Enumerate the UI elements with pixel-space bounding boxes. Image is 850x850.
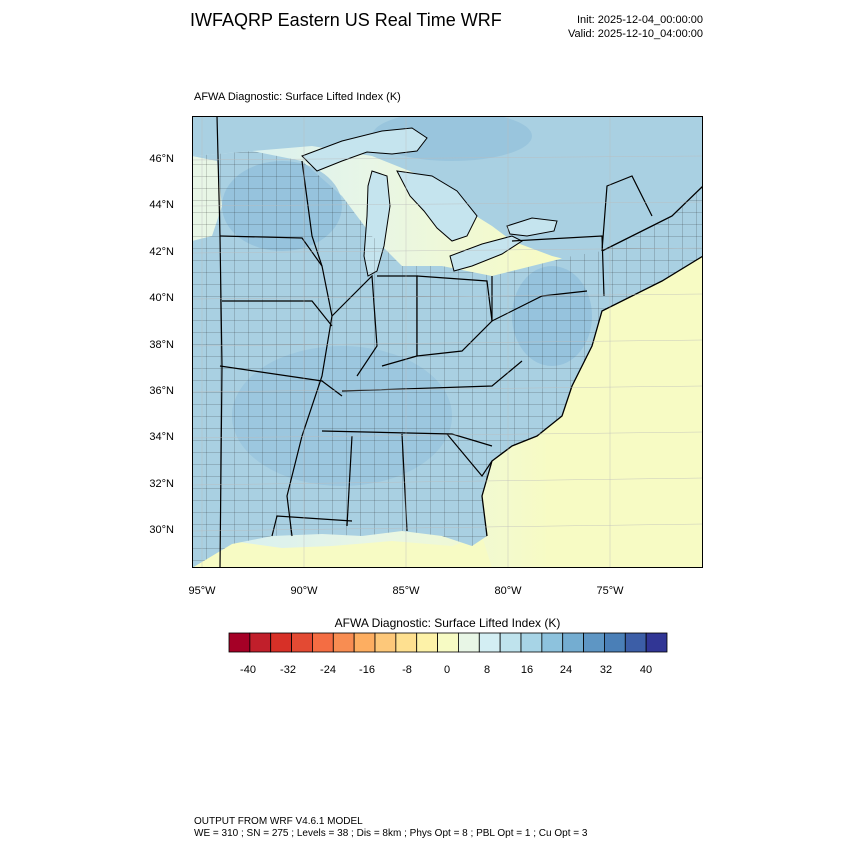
lon-label: 80°W [494, 585, 522, 597]
colorbar-swatch [520, 632, 543, 653]
colorbar-swatch [478, 632, 501, 653]
colorbar-swatch [499, 632, 522, 653]
colorbar-swatch [437, 632, 459, 653]
colorbar-swatch [332, 632, 355, 653]
colorbar-tick-label: 40 [639, 664, 653, 676]
colorbar-tick-label: 8 [483, 664, 491, 676]
colorbar-swatch [270, 632, 292, 653]
lon-label: 90°W [290, 585, 318, 597]
lake-huron [396, 170, 478, 242]
footer-model-info: OUTPUT FROM WRF V4.6.1 MODEL [194, 816, 363, 827]
lon-label: 85°W [392, 585, 420, 597]
main-title: IWFAQRP Eastern US Real Time WRF [190, 10, 502, 30]
colorbar-swatch [645, 632, 668, 653]
colorbar-swatch [583, 632, 605, 653]
lat-label: 32°N [149, 478, 174, 490]
colorbar-swatch [291, 632, 313, 653]
lake-superior [301, 127, 428, 172]
colorbar-swatch [624, 632, 647, 653]
colorbar-swatch [312, 632, 334, 653]
colorbar-swatch [395, 632, 418, 653]
colorbar-swatch [604, 632, 626, 653]
county-boundaries [192, 151, 703, 568]
lifted-index-map [192, 116, 703, 568]
colorbar-swatch [416, 632, 438, 653]
lon-label: 75°W [596, 585, 624, 597]
colorbar [228, 632, 668, 653]
lat-label: 38°N [149, 339, 174, 351]
colorbar-swatch [228, 632, 251, 653]
colorbar-tick-label: -16 [359, 664, 375, 676]
colorbar-swatch [374, 632, 397, 653]
colorbar-tick-label: 24 [559, 664, 573, 676]
graticule [192, 116, 703, 568]
state-boundaries [216, 116, 653, 568]
lat-label: 46°N [149, 153, 174, 165]
colorbar-swatch [458, 632, 480, 653]
colorbar-tick-label: -40 [240, 664, 256, 676]
colorbar-title: AFWA Diagnostic: Surface Lifted Index (K… [334, 616, 561, 630]
colorbar-swatch [353, 632, 376, 653]
colorbar-tick-label: -32 [280, 664, 296, 676]
colorbar-tick-label: 32 [599, 664, 613, 676]
valid-time: Valid: 2025-12-10_04:00:00 [568, 28, 703, 40]
lat-label: 42°N [149, 246, 174, 258]
lat-label: 40°N [149, 292, 174, 304]
colorbar-swatch [249, 632, 272, 653]
coastline [481, 185, 703, 537]
gulf-water [192, 536, 492, 568]
init-time: Init: 2025-12-04_00:00:00 [577, 14, 703, 26]
colorbar-tick-label: -24 [320, 664, 336, 676]
footer-config-info: WE = 310 ; SN = 275 ; Levels = 38 ; Dis … [194, 828, 588, 839]
colorbar-swatch [562, 632, 584, 653]
lat-label: 30°N [149, 524, 174, 536]
lat-label: 36°N [149, 385, 174, 397]
colorbar-swatch [541, 632, 564, 653]
colorbar-tick-label: 16 [520, 664, 534, 676]
plot-subtitle: AFWA Diagnostic: Surface Lifted Index (K… [194, 91, 401, 103]
lat-label: 44°N [149, 199, 174, 211]
lake-ontario [506, 217, 558, 237]
colorbar-tick-label: -8 [402, 664, 412, 676]
lon-label: 95°W [188, 585, 216, 597]
colorbar-tick-label: 0 [443, 664, 451, 676]
lat-label: 34°N [149, 431, 174, 443]
